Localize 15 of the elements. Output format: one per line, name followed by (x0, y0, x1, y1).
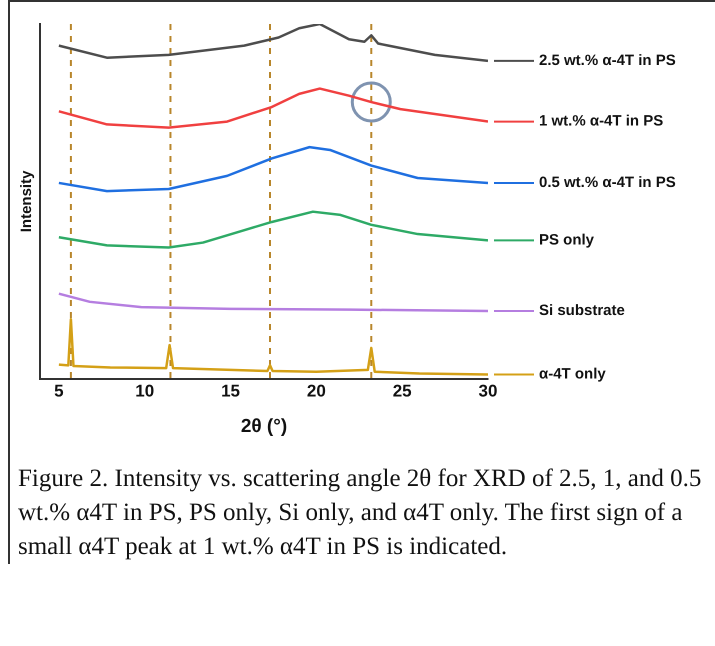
legend-label: 1 wt.% α-4T in PS (539, 112, 664, 130)
x-tick-label: 25 (392, 382, 412, 401)
legend-label: 2.5 wt.% α-4T in PS (539, 52, 676, 70)
x-axis-title: 2θ (°) (240, 416, 288, 437)
x-tick-label: 20 (306, 382, 326, 401)
legend-label: PS only (539, 232, 595, 249)
legend-label: α-4T only (539, 366, 606, 383)
legend-label: 0.5 wt.% α-4T in PS (539, 174, 676, 192)
caption: Figure 2. Intensity vs. scattering angle 2θ for XRD of 2.5, 1, and 0.5 wt.% α4T in PS, PS only, Si only, and α4T only. The first sign of a small α4T peak at 1 wt.% α4T in PS is indicated. (17, 464, 702, 562)
x-tick-label: 10 (135, 382, 154, 401)
legend-label: Si substrate (539, 302, 625, 320)
x-tick-label: 30 (478, 382, 498, 401)
x-tick-label: 15 (221, 382, 240, 401)
y-axis-title: Intensity (18, 170, 36, 232)
x-tick-label: 5 (54, 382, 64, 401)
